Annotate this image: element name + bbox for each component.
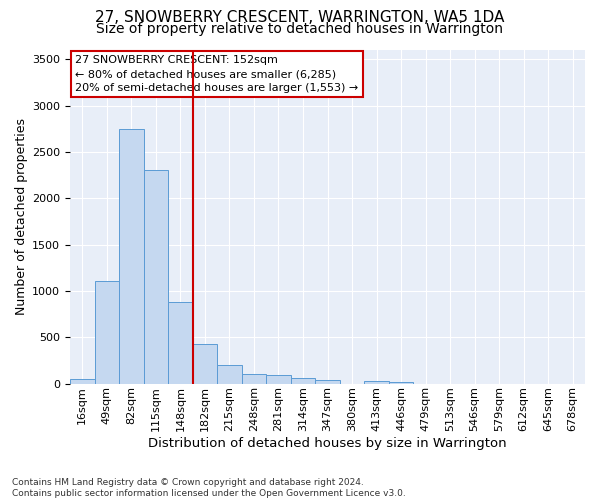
Bar — [364, 381, 389, 384]
Y-axis label: Number of detached properties: Number of detached properties — [15, 118, 28, 316]
Text: Contains HM Land Registry data © Crown copyright and database right 2024.
Contai: Contains HM Land Registry data © Crown c… — [12, 478, 406, 498]
Bar — [168, 302, 193, 384]
Text: 27 SNOWBERRY CRESCENT: 152sqm
← 80% of detached houses are smaller (6,285)
20% o: 27 SNOWBERRY CRESCENT: 152sqm ← 80% of d… — [75, 55, 358, 93]
Bar — [193, 344, 217, 384]
X-axis label: Distribution of detached houses by size in Warrington: Distribution of detached houses by size … — [148, 437, 507, 450]
Bar — [389, 382, 413, 384]
Bar — [315, 380, 340, 384]
Bar — [291, 378, 315, 384]
Bar — [266, 375, 291, 384]
Bar — [217, 366, 242, 384]
Bar — [119, 129, 143, 384]
Text: 27, SNOWBERRY CRESCENT, WARRINGTON, WA5 1DA: 27, SNOWBERRY CRESCENT, WARRINGTON, WA5 … — [95, 10, 505, 25]
Bar — [143, 170, 168, 384]
Bar — [70, 379, 95, 384]
Bar — [242, 374, 266, 384]
Bar — [95, 280, 119, 384]
Text: Size of property relative to detached houses in Warrington: Size of property relative to detached ho… — [97, 22, 503, 36]
